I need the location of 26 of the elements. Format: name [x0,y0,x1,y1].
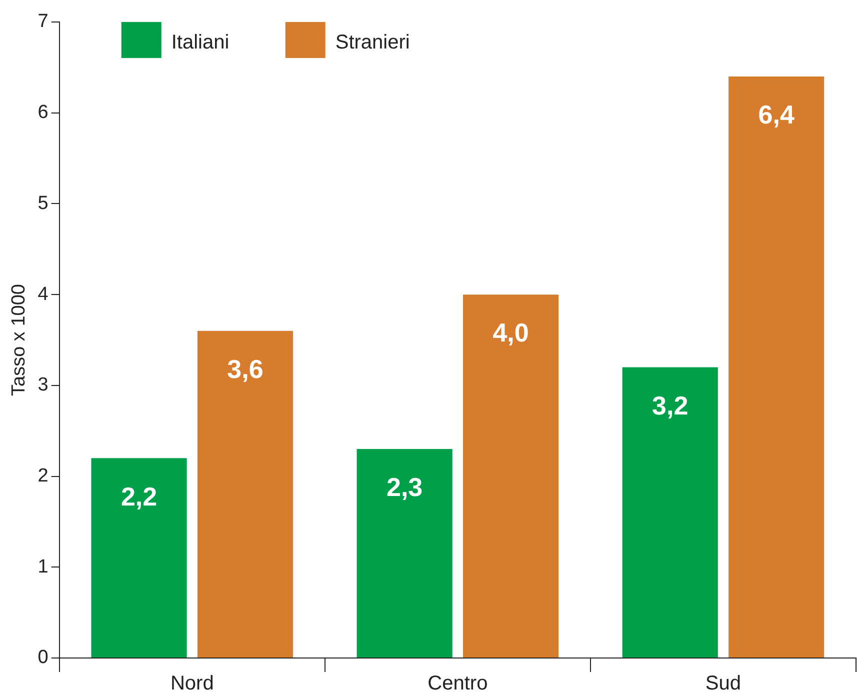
bar [728,76,824,658]
y-tick-label: 7 [38,11,48,32]
data-label: 2,3 [386,472,423,502]
legend-label: Italiani [171,32,230,54]
y-axis-title: Tasso x 1000 [8,284,30,396]
bar [462,294,559,658]
data-label: 3,2 [652,390,688,420]
data-label: 2,2 [120,481,158,512]
legend-label: Stranieri [335,32,410,54]
x-tick-label: Centro [428,672,488,695]
y-tick-label: 4 [38,284,49,305]
data-label: 3,6 [227,354,264,384]
x-tick-label: Nord [170,672,214,695]
y-tick-label: 3 [38,374,48,396]
bar [197,330,294,658]
y-tick-label: 5 [38,192,48,214]
y-tick-label: 6 [38,102,48,124]
bar [356,449,452,658]
bar [91,458,187,658]
y-tick-label: 2 [38,466,48,487]
x-tick-label: Sud [705,672,742,695]
y-tick-label: 1 [38,556,48,578]
y-tick-label: 0 [38,647,48,668]
bar [622,367,718,658]
data-label: 6,4 [758,100,795,130]
data-label: 4,0 [492,318,529,348]
